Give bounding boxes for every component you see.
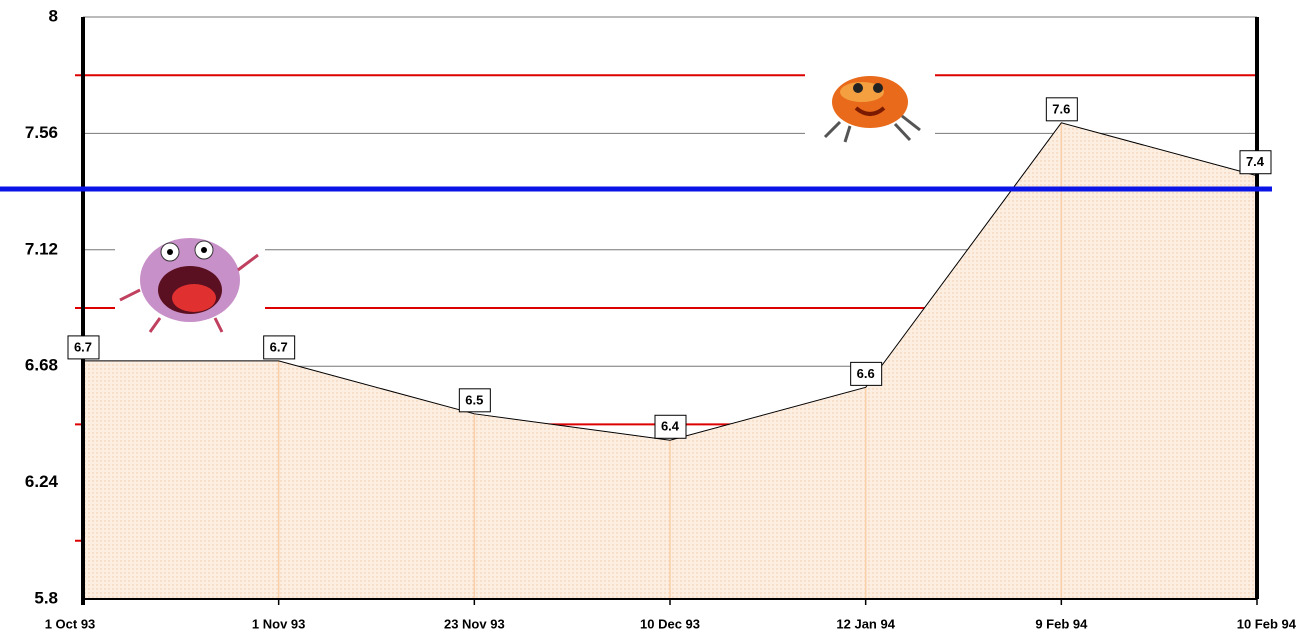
value-label: 6.7 [74,339,92,354]
x-tick-label: 10 Feb 94 [1237,616,1297,631]
y-tick-label: 8 [49,6,58,25]
y-tick-label: 7.56 [25,123,58,142]
value-label-box [654,414,687,439]
value-label-box [850,361,883,386]
value-label-box [1239,150,1272,175]
x-tick-label: 10 Dec 93 [640,616,700,631]
value-label: 6.6 [857,366,875,381]
y-tick-label: 7.12 [25,239,58,258]
area [83,122,1257,600]
value-label-box [67,335,100,360]
screaming-creature-icon [115,225,265,335]
y-tick-label: 5.8 [34,588,58,607]
value-label-box [1045,97,1078,122]
value-label: 6.4 [661,419,680,434]
y-tick-label: 6.24 [25,472,59,491]
value-label-box [458,388,491,413]
x-tick-label: 9 Feb 94 [1035,616,1088,631]
x-tick-label: 1 Oct 93 [45,616,96,631]
y-tick-label: 6.68 [25,356,58,375]
value-label-box [263,335,296,360]
value-label: 7.4 [1246,154,1265,169]
value-label: 7.6 [1052,101,1070,116]
value-label: 6.5 [465,392,483,407]
angry-creature-icon [805,62,935,144]
line [83,122,1258,441]
value-label: 6.7 [270,339,288,354]
x-tick-label: 1 Nov 93 [252,616,305,631]
x-tick-label: 12 Jan 94 [836,616,895,631]
x-tick-label: 23 Nov 93 [444,616,505,631]
